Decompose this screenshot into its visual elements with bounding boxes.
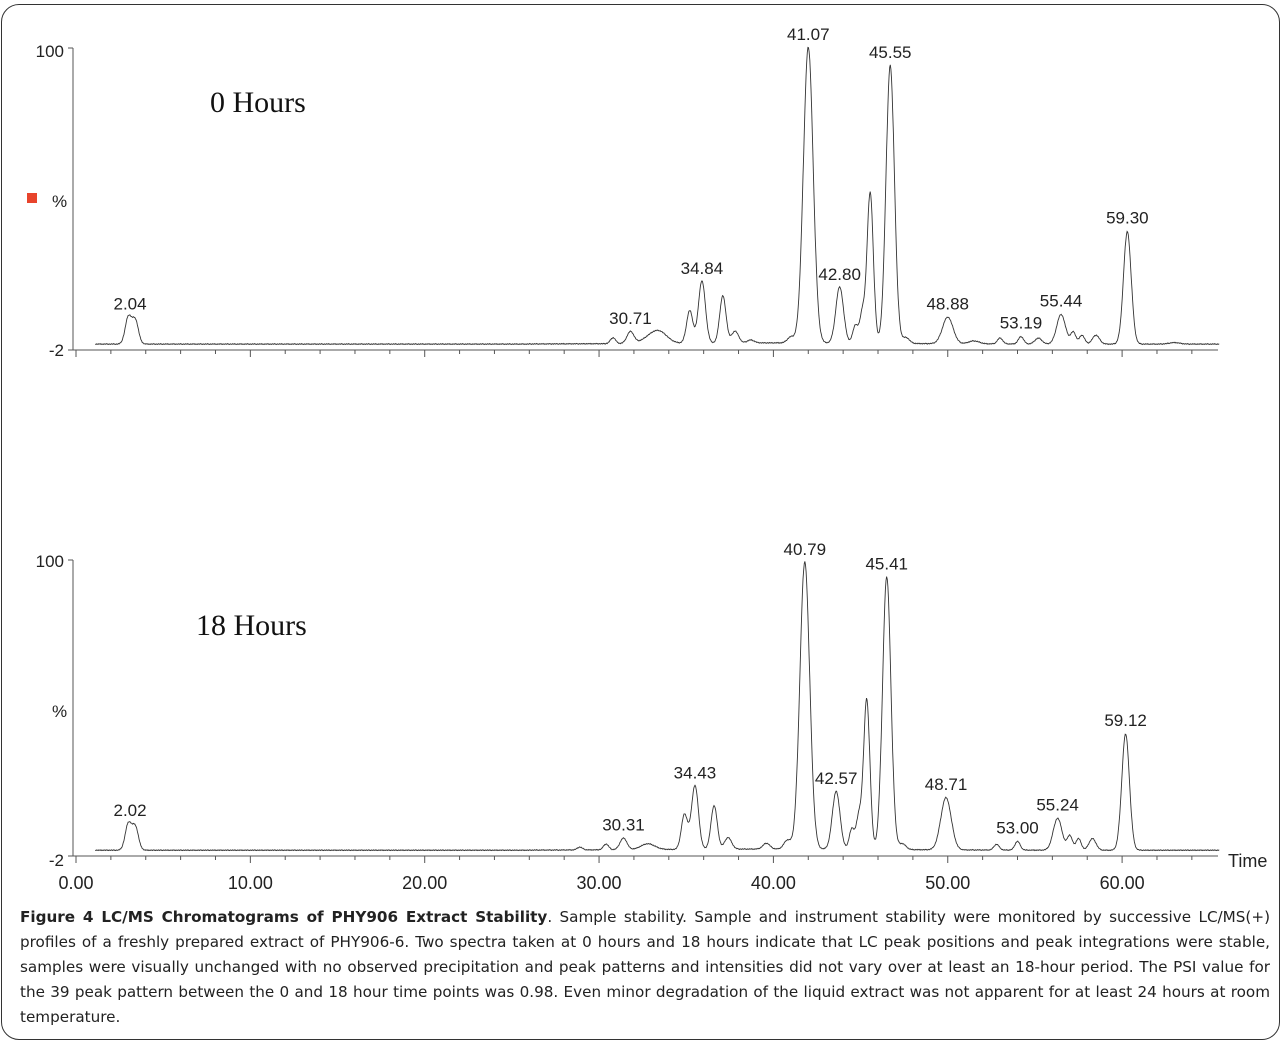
peak-label: 41.07: [787, 25, 830, 44]
peak-label: 45.55: [869, 43, 912, 62]
caption-text: . Sample stability. Sample and instrumen…: [20, 908, 1270, 1026]
peak-label: 59.12: [1104, 711, 1147, 730]
figure-frame: [1, 4, 1280, 1040]
chromatogram-trace: [94, 46, 1220, 346]
peak-label: 34.84: [681, 259, 724, 278]
peak-label: 59.30: [1106, 209, 1149, 228]
peak-label: 45.41: [865, 554, 908, 573]
x-axis-label-time: Time: [1228, 851, 1267, 871]
panel-label-18-hours: 18 Hours: [196, 609, 307, 642]
figure-caption: Figure 4 LC/MS Chromatograms of PHY906 E…: [20, 905, 1270, 1030]
y-tick-min-bottom: -2: [49, 851, 64, 870]
peak-label: 2.02: [114, 801, 147, 820]
red-square-marker: [27, 193, 37, 203]
chromatogram-trace: [94, 561, 1220, 852]
peak-label: 48.88: [926, 294, 969, 313]
y-tick-max-top: 100: [36, 42, 64, 61]
caption-title: Figure 4 LC/MS Chromatograms of PHY906 E…: [20, 908, 548, 926]
x-tick-label: 30.00: [577, 873, 622, 893]
x-tick-label: 20.00: [402, 873, 447, 893]
x-tick-label: 10.00: [228, 873, 273, 893]
x-tick-label: 60.00: [1100, 873, 1145, 893]
peak-label: 30.71: [609, 309, 652, 328]
x-tick-label: 40.00: [751, 873, 796, 893]
peak-label: 2.04: [114, 294, 147, 313]
chromatogram-panel-18-hours: 18 Hours % 100 -2 Time 0.00 10.00 20.00 30.…: [36, 540, 1268, 893]
peak-label: 53.19: [1000, 314, 1043, 333]
peak-label: 42.57: [815, 769, 858, 788]
peak-label: 55.44: [1040, 291, 1083, 310]
peak-label: 34.43: [674, 763, 717, 782]
peak-label: 40.79: [784, 540, 827, 559]
panel-label-0-hours: 0 Hours: [210, 86, 306, 119]
peak-label: 48.71: [925, 775, 968, 794]
peak-label: 53.00: [996, 818, 1039, 837]
peak-label: 30.31: [602, 816, 645, 835]
peak-label: 42.80: [818, 265, 861, 284]
y-tick-max-bottom: 100: [36, 552, 64, 571]
x-tick-label: 0.00: [58, 873, 93, 893]
x-tick-label: 50.00: [925, 873, 970, 893]
y-tick-min-top: -2: [49, 341, 64, 360]
peak-label: 55.24: [1036, 795, 1079, 814]
chromatogram-panel-0-hours: 0 Hours % 100 -2 2.04 30.71 34.84 41.07 42.8…: [27, 25, 1220, 360]
y-axis-label-bottom: %: [52, 702, 67, 721]
y-axis-label-top: %: [52, 192, 67, 211]
